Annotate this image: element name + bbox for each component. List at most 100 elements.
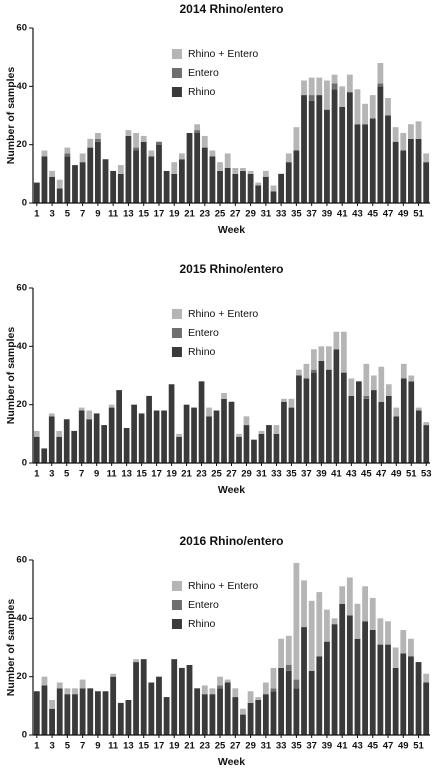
bar-segment: [378, 401, 385, 463]
bar-segment: [48, 413, 55, 417]
bar-segment: [101, 425, 108, 463]
y-tick-label: 0: [22, 198, 27, 209]
bar-segment: [316, 95, 323, 203]
bar-segment: [171, 162, 178, 174]
bar-segment: [362, 586, 369, 622]
bar-segment: [224, 153, 231, 168]
bar-segment: [133, 659, 139, 663]
bar-segment: [79, 153, 86, 163]
bar-segment: [370, 375, 377, 391]
bar-segment: [331, 74, 338, 84]
bar-segment: [49, 708, 55, 735]
bar-segment: [393, 407, 400, 417]
bar-segment: [285, 635, 292, 665]
y-tick-label: 0: [22, 730, 27, 741]
legend-swatch: [171, 49, 182, 59]
bar-segment: [206, 407, 212, 417]
bar-segment: [41, 676, 48, 686]
bar-segment: [108, 404, 115, 408]
bar-segment: [385, 115, 391, 203]
y-axis-label: Number of samples: [5, 327, 17, 425]
x-tick-label: 11: [107, 469, 118, 480]
x-tick-label: 21: [181, 469, 192, 480]
bar-segment: [285, 153, 292, 163]
bar-segment: [278, 638, 285, 668]
bar-segment: [262, 176, 269, 203]
legend-label: Rhino: [188, 86, 216, 98]
bar-segment: [78, 410, 85, 463]
bar-segment: [64, 156, 71, 203]
y-axis-label: Number of samples: [5, 67, 17, 165]
x-tick-label: 47: [383, 209, 394, 220]
x-tick-label: 37: [306, 741, 317, 752]
bar-segment: [201, 685, 208, 695]
bar-segment: [392, 647, 399, 668]
bar-segment: [270, 688, 277, 692]
bar-segment: [255, 700, 262, 735]
bar-segment: [423, 422, 430, 426]
y-tick-label: 60: [16, 555, 27, 566]
bar-segment: [133, 150, 139, 203]
bar-segment: [423, 153, 430, 163]
y-tick-label: 40: [16, 341, 27, 352]
bar-segment: [194, 130, 201, 133]
bar-segment: [400, 133, 407, 151]
bar-segment: [308, 95, 315, 101]
y-tick-label: 0: [22, 458, 27, 469]
bar-segment: [316, 656, 323, 735]
bar-segment: [423, 682, 430, 735]
bar-segment: [354, 89, 361, 125]
bar-segment: [240, 708, 246, 715]
x-tick-label: 35: [291, 209, 302, 220]
bar-segment: [117, 702, 124, 735]
bar-segment: [56, 688, 63, 735]
x-tick-label: 3: [49, 209, 54, 220]
bar-segment: [377, 63, 384, 84]
x-tick-label: 49: [398, 209, 409, 220]
y-tick-label: 20: [16, 139, 27, 150]
bar-segment: [339, 603, 346, 735]
bar-segment: [72, 688, 78, 695]
bar-segment: [296, 375, 302, 463]
bar-segment: [224, 679, 231, 683]
bar-segment: [301, 627, 307, 735]
x-tick-label: 41: [337, 209, 348, 220]
bar-segment: [209, 688, 216, 695]
legend-swatch: [171, 581, 182, 591]
bar-segment: [236, 436, 242, 463]
bar-segment: [270, 667, 277, 689]
x-tick-label: 9: [95, 209, 100, 220]
bar-segment: [243, 416, 250, 426]
bar-segment: [341, 331, 347, 373]
bar-segment: [87, 147, 94, 203]
bar-segment: [326, 346, 332, 370]
y-tick-label: 60: [16, 23, 27, 34]
bar-segment: [87, 138, 94, 148]
bar-segment: [331, 618, 338, 625]
x-tick-label: 15: [136, 469, 147, 480]
x-tick-label: 27: [226, 469, 237, 480]
bar-segment: [72, 165, 78, 203]
bar-segment: [140, 659, 147, 735]
bar-segment: [385, 621, 391, 645]
bar-segment: [56, 430, 63, 437]
x-tick-label: 39: [322, 741, 333, 752]
bar-segment: [255, 182, 262, 186]
bar-segment: [378, 366, 385, 402]
legend-swatch: [171, 328, 182, 338]
bar-segment: [363, 363, 370, 396]
bar-segment: [79, 679, 86, 689]
bar-segment: [64, 688, 71, 695]
bar-segment: [41, 156, 48, 203]
bar-segment: [194, 688, 201, 735]
legend-label: Rhino + Entero: [188, 308, 258, 320]
y-tick-label: 20: [16, 399, 27, 410]
bar-segment: [186, 133, 193, 203]
bar-segment: [339, 106, 346, 203]
x-tick-label: 3: [49, 741, 54, 752]
x-tick-label: 43: [352, 741, 363, 752]
x-tick-label: 5: [65, 209, 71, 220]
x-tick-label: 47: [383, 741, 394, 752]
bar-segment: [178, 153, 185, 160]
bar-segment: [78, 407, 85, 411]
